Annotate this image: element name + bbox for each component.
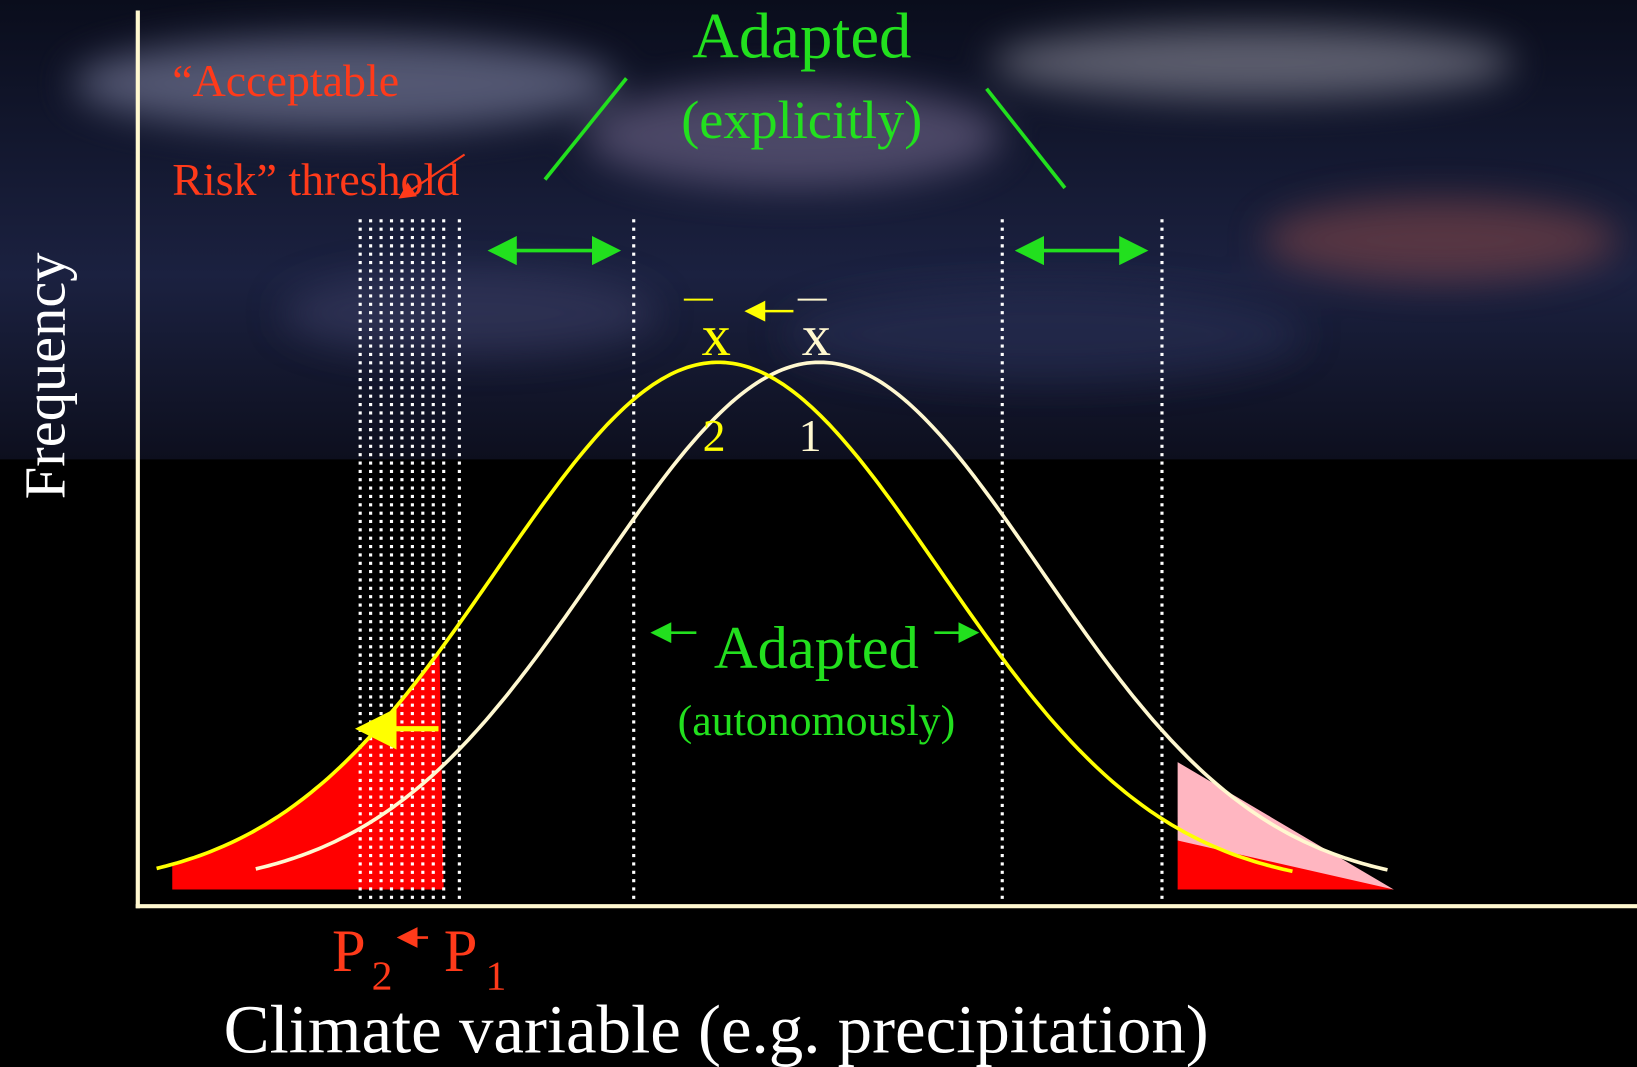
x-axis-label: Climate variable (e.g. precipitation) [224, 991, 1209, 1067]
current-distribution [255, 360, 1388, 872]
threshold-line2: Risk” threshold [172, 154, 459, 205]
explicit-pointers [487, 77, 1149, 644]
earth-clouds [73, 26, 1619, 382]
shifted-distribution [156, 360, 1293, 874]
threshold-line1: “Acceptable [172, 55, 399, 106]
threshold-pointer [398, 153, 466, 199]
probability-symbol: P [444, 918, 478, 985]
y-axis-label: Frequency [13, 252, 78, 499]
autonomous-subtitle: (autonomously) [678, 697, 956, 745]
autonomous-title: Adapted [714, 615, 919, 682]
probability-symbol: P [332, 918, 366, 985]
mean-symbol: x [802, 303, 831, 368]
risk-area [172, 650, 444, 890]
explicit-title: Adapted [692, 0, 911, 71]
mean-symbol: x [702, 303, 731, 368]
mean-subscript: 1 [799, 410, 822, 461]
probability-subscript: 1 [485, 954, 506, 1000]
explicit-subtitle: (explicitly) [681, 90, 922, 150]
mean-subscript: 2 [703, 410, 726, 461]
probability-subscript: 2 [372, 954, 393, 1000]
